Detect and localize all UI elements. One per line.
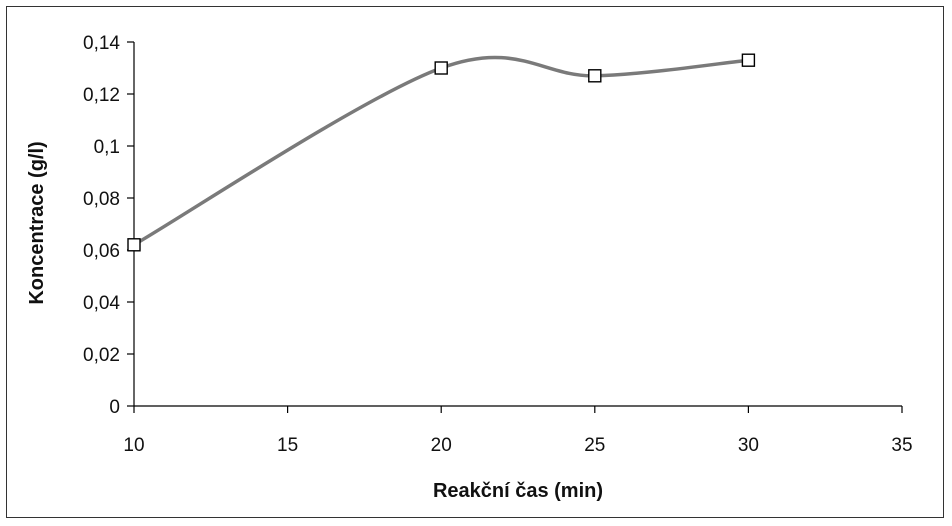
x-axis-title: Reakční čas (min): [433, 480, 603, 502]
y-tick-label: 0,08: [83, 189, 120, 210]
y-tick-label: 0,06: [83, 241, 120, 262]
x-tick-label: 35: [891, 435, 912, 456]
data-point-marker: [127, 238, 141, 252]
x-tick-label: 10: [123, 435, 144, 456]
series-line: [132, 55, 751, 247]
data-point-marker: [741, 53, 756, 67]
y-tick-label: 0,14: [83, 33, 120, 54]
tick-labels: 0 0,02 0,04 0,06 0,08 0,1 0,12 0,14 10 15 20 25 30 35: [83, 33, 913, 456]
y-tick-label: 0: [109, 397, 120, 418]
data-point-marker: [588, 69, 602, 83]
x-tick-label: 20: [431, 435, 452, 456]
axes: [127, 41, 903, 413]
y-tick-label: 0,02: [83, 345, 120, 366]
y-tick-label: 0,12: [83, 85, 120, 106]
chart-frame: [6, 6, 944, 518]
data-point-marker: [434, 61, 448, 75]
y-axis-title: Koncentrace (g/l): [26, 141, 48, 304]
y-tick-label: 0,04: [83, 293, 120, 314]
y-tick-label: 0,1: [94, 137, 120, 158]
x-tick-label: 30: [738, 435, 759, 456]
x-tick-label: 15: [277, 435, 298, 456]
x-tick-label: 25: [584, 435, 605, 456]
plot-area: [127, 53, 756, 252]
